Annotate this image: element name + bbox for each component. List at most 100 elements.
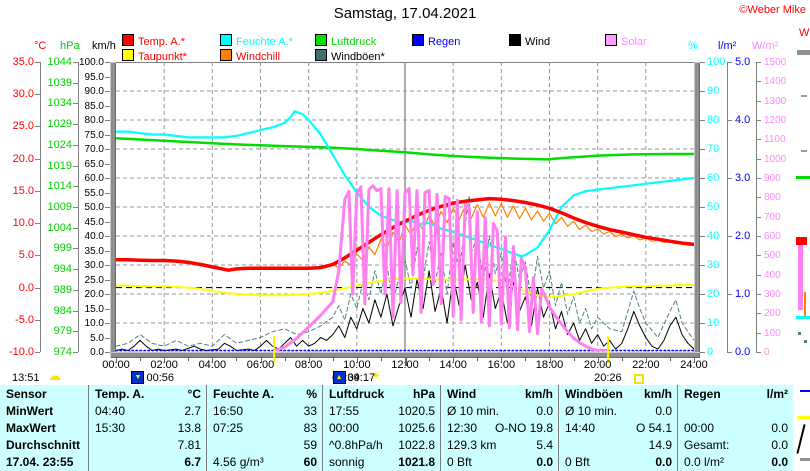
table-row: MaxWert 15:30 13.8 07:25 83 00:00 1025.6 12:30 O…: [0, 419, 793, 437]
tick-mark: [105, 250, 110, 252]
cell-value: °C: [187, 386, 201, 401]
tick-label: 60: [707, 172, 720, 184]
tick-label: 300: [764, 289, 781, 300]
x-tick-mark: [573, 358, 575, 361]
cell-detail: 0 Bft: [447, 455, 472, 470]
tick-label: 1039: [47, 76, 72, 89]
table-cell-luftdruck: sonnig 1021.8: [322, 453, 440, 471]
tick-mark: [73, 352, 78, 353]
tick-label: 95.0: [84, 71, 104, 83]
tick-mark: [700, 120, 705, 121]
tick-mark: [35, 319, 40, 321]
cell-value: km/h: [524, 386, 553, 401]
tick-label: 10: [707, 317, 720, 329]
tick-label: 700: [764, 211, 781, 223]
x-tick-mark: [669, 358, 671, 361]
sensor-cell: MinWert: [0, 402, 88, 419]
legend-label: Luftdruck: [331, 36, 377, 48]
tick-label: 1500: [764, 57, 787, 68]
tick-label: 984: [53, 304, 72, 317]
cell-value: 13.8: [177, 421, 201, 435]
cell-value: 0.0: [655, 455, 672, 470]
table-cell-regen: Regen l/m²: [677, 385, 793, 403]
plot-left-border: [110, 62, 116, 358]
cell-value: 60: [303, 455, 317, 470]
cell-value: O 54.1: [635, 421, 672, 435]
table-cell-luftdruck: ^0.8hPa/h 1022.8: [322, 436, 440, 454]
x-tick-mark: [284, 358, 286, 361]
tick-mark: [73, 103, 78, 105]
tick-label: 35.0: [12, 56, 34, 68]
tick-label: 100: [707, 56, 726, 68]
table-row: Durchschnitt 7.81 59 ^0.8hPa/h 1022.8 129.3 k…: [0, 436, 793, 454]
cell-detail: 00:00: [684, 421, 715, 435]
tick-label: 0.0: [18, 281, 34, 294]
tick-label: 5.0: [735, 56, 751, 68]
table-cell-wind: Ø 10 min. 0.0: [440, 402, 558, 420]
tick-label: 60.0: [84, 173, 104, 184]
x-tick-mark: [405, 358, 407, 366]
tick-mark: [35, 126, 40, 128]
cell-value: 7.81: [177, 438, 201, 453]
tick-label: 35.0: [84, 245, 104, 257]
legend-label: Feuchte A.*: [236, 36, 293, 48]
table-cell-tempa: 7.81: [88, 436, 206, 454]
table-cell-regen: 00:00 0.0: [677, 419, 793, 437]
legend-label: Solar: [621, 36, 647, 48]
tick-label: 25.0: [12, 120, 34, 133]
event-time-label: 09:17: [347, 372, 376, 384]
tick-label: 1004: [47, 221, 72, 234]
legend-swatch: [122, 49, 134, 61]
tick-label: 0.0: [735, 346, 751, 358]
tick-mark: [105, 294, 110, 295]
edge-humidity-fragment: [796, 316, 810, 319]
tick-label: 50: [707, 201, 720, 213]
tick-label: -10.0: [8, 346, 34, 358]
axis-unit-c: °C: [34, 40, 47, 52]
tick-label: 1029: [47, 118, 72, 131]
tick-mark: [105, 134, 110, 136]
tick-label: 3.0: [735, 172, 751, 184]
tick-mark: [73, 62, 78, 63]
table-cell-tempa: Temp. A. °C: [88, 385, 206, 403]
event-time-label: 00:56: [146, 372, 174, 384]
moonset-arrow-icon: ▼: [131, 371, 145, 384]
edge-gray-bar: [797, 50, 810, 55]
tick-mark: [35, 94, 40, 96]
table-cell-luftdruck: 17:55 1020.5: [322, 402, 440, 420]
legend-item-regen: Regen: [412, 34, 460, 48]
tick-mark: [756, 216, 761, 218]
x-tick-mark: [308, 358, 310, 363]
cell-value: 1021.8: [398, 455, 435, 470]
cell-detail: Windböen: [565, 386, 623, 401]
cell-value: hPa: [412, 386, 435, 401]
tick-mark: [73, 207, 78, 208]
edge-rain-fragment: [800, 390, 810, 392]
tick-mark: [35, 352, 40, 353]
legend-swatch: [122, 34, 134, 46]
axis-line-hpa: [78, 62, 79, 352]
tick-label: 1024: [47, 138, 72, 151]
tick-mark: [727, 236, 732, 237]
table-cell-feuchtea: 4.56 g/m³ 60: [206, 453, 322, 471]
tick-label: 10.0: [84, 318, 104, 329]
edge-fragment-label: W: [799, 27, 810, 39]
tick-label: 989: [53, 283, 72, 296]
x-tick-mark: [260, 358, 262, 363]
legend-label: Taupunkt*: [138, 51, 187, 63]
cell-detail: Ø 10 min.: [447, 403, 500, 418]
tick-label: 900: [764, 173, 781, 184]
legend-item-luftdruck: Luftdruck: [315, 34, 377, 48]
cell-detail: Wind: [447, 386, 477, 401]
tick-label: 1014: [47, 180, 72, 193]
tick-mark: [105, 76, 110, 78]
table-cell-windben: 14.9: [558, 436, 677, 454]
tick-mark: [700, 236, 705, 237]
row-label: Durchschnitt: [6, 438, 81, 453]
cell-value: l/m²: [766, 386, 788, 401]
tick-label: 1300: [764, 95, 787, 107]
cell-detail: 129.3 km: [447, 438, 497, 453]
tick-label: 30.0: [12, 88, 34, 101]
cell-detail: 16:50: [213, 403, 244, 418]
